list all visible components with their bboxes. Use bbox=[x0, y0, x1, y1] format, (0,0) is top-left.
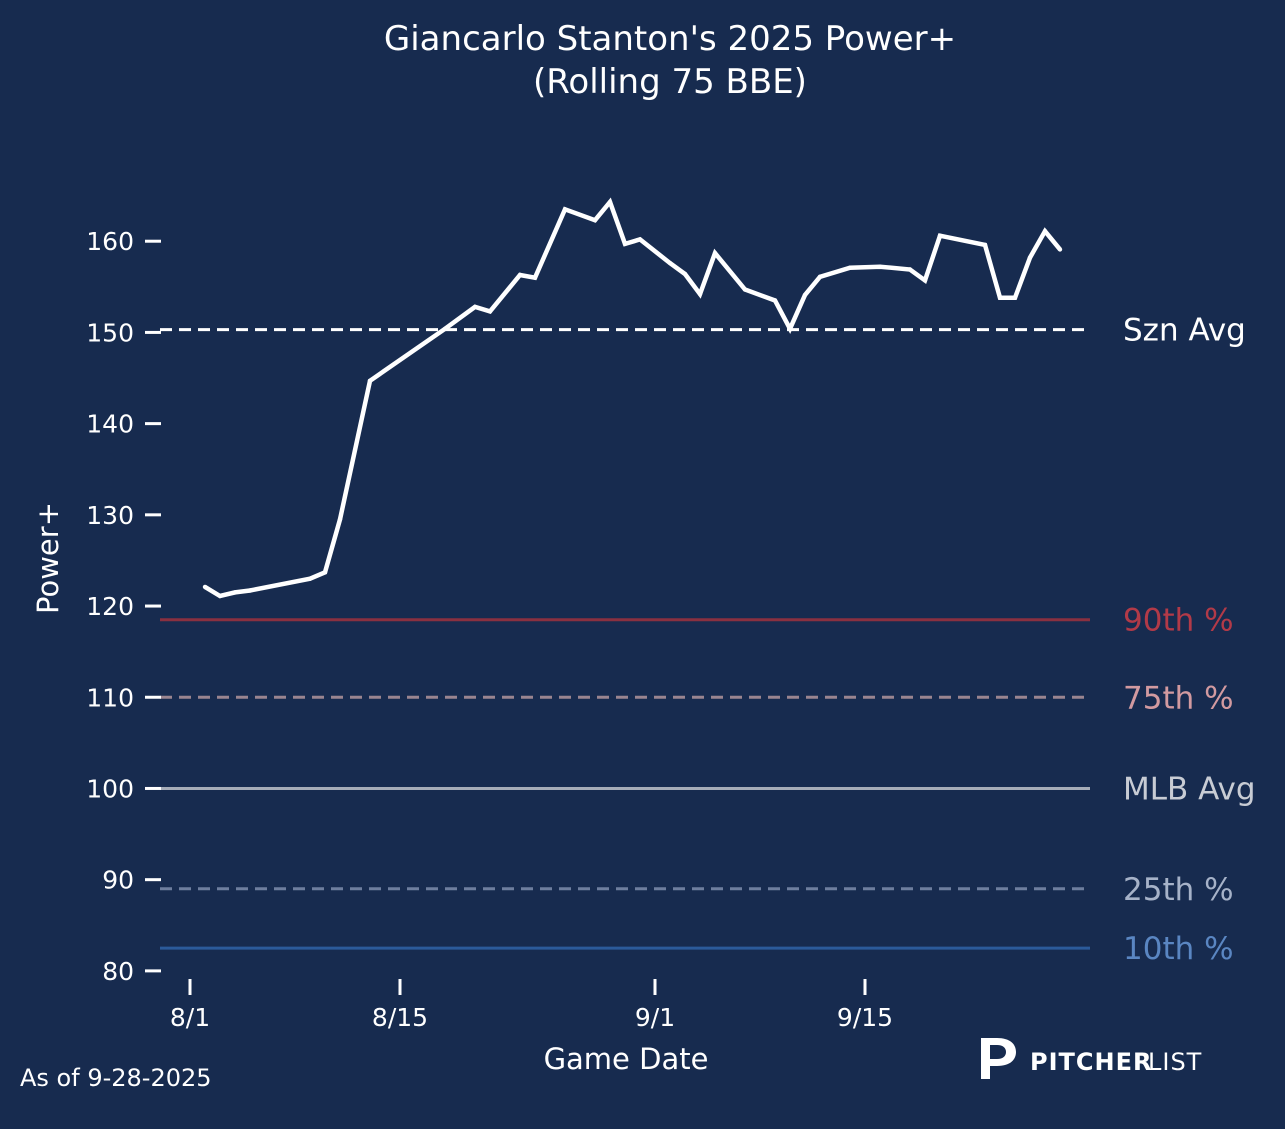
series-point bbox=[712, 250, 718, 256]
series-layer bbox=[202, 197, 1063, 599]
y-tick-label: 100 bbox=[86, 774, 134, 803]
ref-label-mlb-avg: MLB Avg bbox=[1123, 771, 1256, 807]
y-tick-label: 90 bbox=[102, 866, 134, 895]
series-point bbox=[697, 291, 703, 297]
series-point bbox=[202, 584, 208, 590]
ref-label-10th: 10th % bbox=[1123, 931, 1234, 967]
series-point bbox=[322, 570, 328, 575]
as-of-note: As of 9-28-2025 bbox=[20, 1064, 212, 1092]
series-point bbox=[532, 275, 538, 280]
reference-lines: Szn Avg 90th % 75th % MLB Avg 25th % 10th % bbox=[160, 313, 1256, 967]
series-point bbox=[997, 295, 1003, 300]
y-tick-label: 120 bbox=[86, 592, 134, 621]
series-point bbox=[1042, 229, 1048, 234]
chart-title: Giancarlo Stanton's 2025 Power+ bbox=[384, 19, 956, 59]
x-tick-label: 9/1 bbox=[635, 1003, 675, 1032]
brand-name-strong: PITCHER bbox=[1030, 1048, 1152, 1076]
y-tick-label: 160 bbox=[86, 227, 134, 256]
series-point bbox=[772, 298, 778, 303]
y-tick-label: 80 bbox=[102, 957, 134, 986]
y-axis-label: Power+ bbox=[31, 502, 65, 614]
series-point bbox=[637, 237, 643, 242]
x-tick-label: 8/15 bbox=[372, 1003, 428, 1032]
chart-subtitle: (Rolling 75 BBE) bbox=[533, 62, 807, 102]
series-point bbox=[1027, 255, 1033, 260]
series-point bbox=[517, 272, 523, 278]
series-point bbox=[247, 588, 253, 593]
x-axis-ticks: 8/1 8/15 9/1 9/15 bbox=[170, 979, 893, 1032]
series-point bbox=[592, 218, 598, 223]
series-point bbox=[937, 233, 943, 238]
series-line bbox=[203, 197, 1062, 599]
series-point bbox=[982, 242, 988, 248]
series-point bbox=[217, 593, 223, 599]
series-point bbox=[877, 264, 883, 269]
series-point bbox=[742, 287, 748, 292]
x-axis-label: Game Date bbox=[544, 1042, 709, 1076]
series-point bbox=[922, 278, 928, 283]
series-point bbox=[802, 292, 808, 298]
series-point bbox=[667, 260, 673, 266]
series-point bbox=[307, 576, 313, 581]
ref-label-szn-avg: Szn Avg bbox=[1123, 313, 1246, 349]
series-point bbox=[907, 267, 913, 272]
series-point bbox=[847, 265, 853, 270]
series-point bbox=[1012, 295, 1018, 300]
ref-label-75th: 75th % bbox=[1123, 680, 1234, 716]
x-tick-label: 8/1 bbox=[170, 1003, 210, 1032]
y-tick-label: 150 bbox=[86, 318, 134, 347]
pitcherlist-p-icon bbox=[981, 1038, 1016, 1079]
series-point bbox=[232, 590, 238, 595]
series-point bbox=[682, 271, 688, 277]
y-tick-label: 110 bbox=[86, 683, 134, 712]
y-tick-label: 140 bbox=[86, 410, 134, 439]
series-point bbox=[442, 326, 448, 331]
series-point bbox=[817, 274, 823, 279]
series-point bbox=[787, 326, 793, 331]
series-point bbox=[607, 199, 613, 205]
x-tick-label: 9/15 bbox=[837, 1003, 893, 1032]
ref-label-90th: 90th % bbox=[1123, 603, 1234, 639]
pitcherlist-logo: PITCHER LIST bbox=[981, 1038, 1202, 1079]
series-point bbox=[562, 207, 568, 212]
series-point bbox=[472, 304, 478, 310]
ref-label-25th: 25th % bbox=[1123, 872, 1234, 908]
series-point bbox=[367, 378, 373, 383]
series-point bbox=[1057, 247, 1063, 252]
brand-name-light: LIST bbox=[1148, 1048, 1202, 1076]
series-point bbox=[622, 241, 628, 247]
y-axis-ticks: 80 90 100 110 120 130 140 150 160 bbox=[86, 227, 161, 986]
y-tick-label: 130 bbox=[86, 501, 134, 530]
series-point bbox=[337, 517, 343, 522]
series-point bbox=[487, 309, 493, 314]
